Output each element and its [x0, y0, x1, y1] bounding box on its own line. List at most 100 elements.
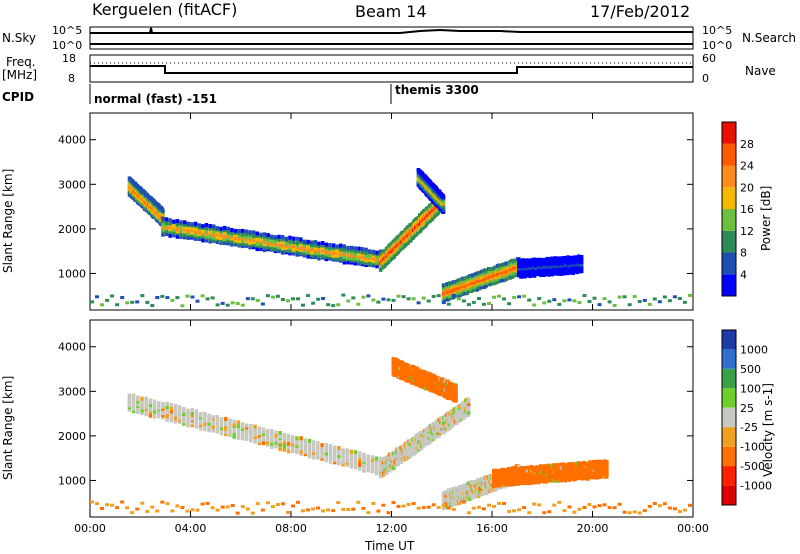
velocity-cell: [548, 464, 552, 469]
power-cell: [280, 237, 285, 242]
velocity-cell: [337, 448, 341, 453]
power-cell: [295, 236, 299, 241]
velocity-cell: [499, 475, 503, 480]
velocity-cell: [559, 462, 564, 467]
power-cell: [441, 207, 446, 212]
velocity-cell: [595, 463, 600, 467]
power-cell: [436, 294, 441, 298]
power-cell: [259, 244, 263, 249]
velocity-cell: [406, 503, 411, 506]
velocity-cell: [351, 507, 356, 511]
velocity-cell: [586, 461, 590, 466]
velocity-cell: [224, 416, 228, 421]
velocity-cell: [316, 451, 320, 456]
velocity-cell: [565, 463, 569, 468]
velocity-cell: [565, 470, 569, 475]
power-cell: [321, 297, 326, 300]
velocity-cell: [454, 383, 458, 388]
velocity-cell: [301, 509, 305, 513]
power-cell: [273, 235, 278, 240]
velocity-cell: [501, 473, 505, 478]
power-cell: [205, 297, 210, 301]
velocity-cell: [537, 480, 541, 485]
velocity-cell: [392, 466, 396, 470]
velocity-cell: [541, 472, 545, 477]
power-cell: [277, 234, 281, 239]
velocity-cell: [291, 504, 295, 508]
velocity-cell: [597, 472, 601, 477]
power-cell: [579, 257, 584, 262]
velocity-cell: [542, 477, 547, 482]
velocity-cell: [578, 475, 583, 480]
velocity-cell: [556, 470, 560, 475]
velocity-cell: [295, 446, 299, 451]
power-cell: [324, 254, 328, 259]
velocity-cell: [531, 480, 536, 485]
velocity-cell: [517, 508, 522, 512]
velocity-cell: [554, 463, 558, 468]
velocity-cell: [595, 470, 600, 475]
velocity-cell: [590, 471, 594, 476]
velocity-cell: [567, 475, 571, 480]
power-cell: [255, 231, 259, 236]
velocity-cell: [466, 404, 471, 409]
power-cell: [161, 222, 165, 227]
velocity-cell: [198, 426, 203, 431]
velocity-cell: [275, 503, 280, 506]
power-cell: [248, 241, 252, 245]
velocity-cell: [552, 478, 556, 483]
power-cell: [186, 231, 191, 236]
velocity-cell: [152, 414, 157, 419]
velocity-cell: [503, 478, 507, 483]
velocity-cell: [426, 505, 431, 509]
power-cell: [368, 261, 372, 266]
velocity-cell: [436, 506, 441, 509]
power-cell: [193, 223, 198, 228]
velocity-cell: [210, 506, 215, 510]
velocity-cell: [562, 509, 567, 513]
velocity-cell: [509, 482, 513, 487]
power-echo-band: [378, 195, 442, 272]
velocity-cell: [203, 416, 207, 421]
velocity-cell: [571, 470, 575, 474]
velocity-cell: [535, 479, 539, 484]
velocity-cell: [374, 459, 379, 464]
velocity-cell: [529, 472, 534, 477]
velocity-cell: [190, 420, 194, 425]
velocity-cell: [148, 398, 153, 403]
velocity-cell: [349, 449, 354, 454]
velocity-cell: [516, 478, 520, 483]
power-cell: [164, 217, 169, 222]
velocity-cell: [230, 504, 235, 507]
velocity-cell: [220, 505, 225, 509]
velocity-cell: [499, 468, 503, 473]
velocity-cell: [601, 460, 605, 465]
velocity-cell: [219, 423, 224, 428]
power-cell: [426, 299, 431, 303]
power-cell: [215, 303, 220, 307]
velocity-cell: [512, 469, 517, 474]
velocity-cell: [253, 424, 257, 429]
velocity-cell: [578, 466, 583, 471]
power-cell: [251, 243, 256, 248]
velocity-cell: [525, 465, 530, 470]
velocity-cell: [495, 481, 500, 486]
power-cell: [233, 242, 238, 247]
velocity-cell: [253, 428, 257, 433]
power-cell: [245, 297, 250, 301]
power-near-range-band: [90, 293, 692, 308]
velocity-cell: [576, 472, 581, 477]
velocity-cell: [567, 477, 571, 482]
power-cell: [375, 250, 379, 255]
power-cell: [183, 220, 187, 225]
power-cell: [572, 299, 577, 303]
velocity-cell: [550, 469, 554, 474]
velocity-cell: [225, 505, 230, 509]
velocity-cell: [588, 474, 592, 478]
velocity-cell: [507, 475, 511, 480]
velocity-cell: [501, 477, 505, 482]
power-cell: [364, 247, 368, 252]
power-cell: [222, 237, 227, 242]
velocity-cell: [291, 435, 295, 440]
power-cell: [349, 253, 354, 258]
